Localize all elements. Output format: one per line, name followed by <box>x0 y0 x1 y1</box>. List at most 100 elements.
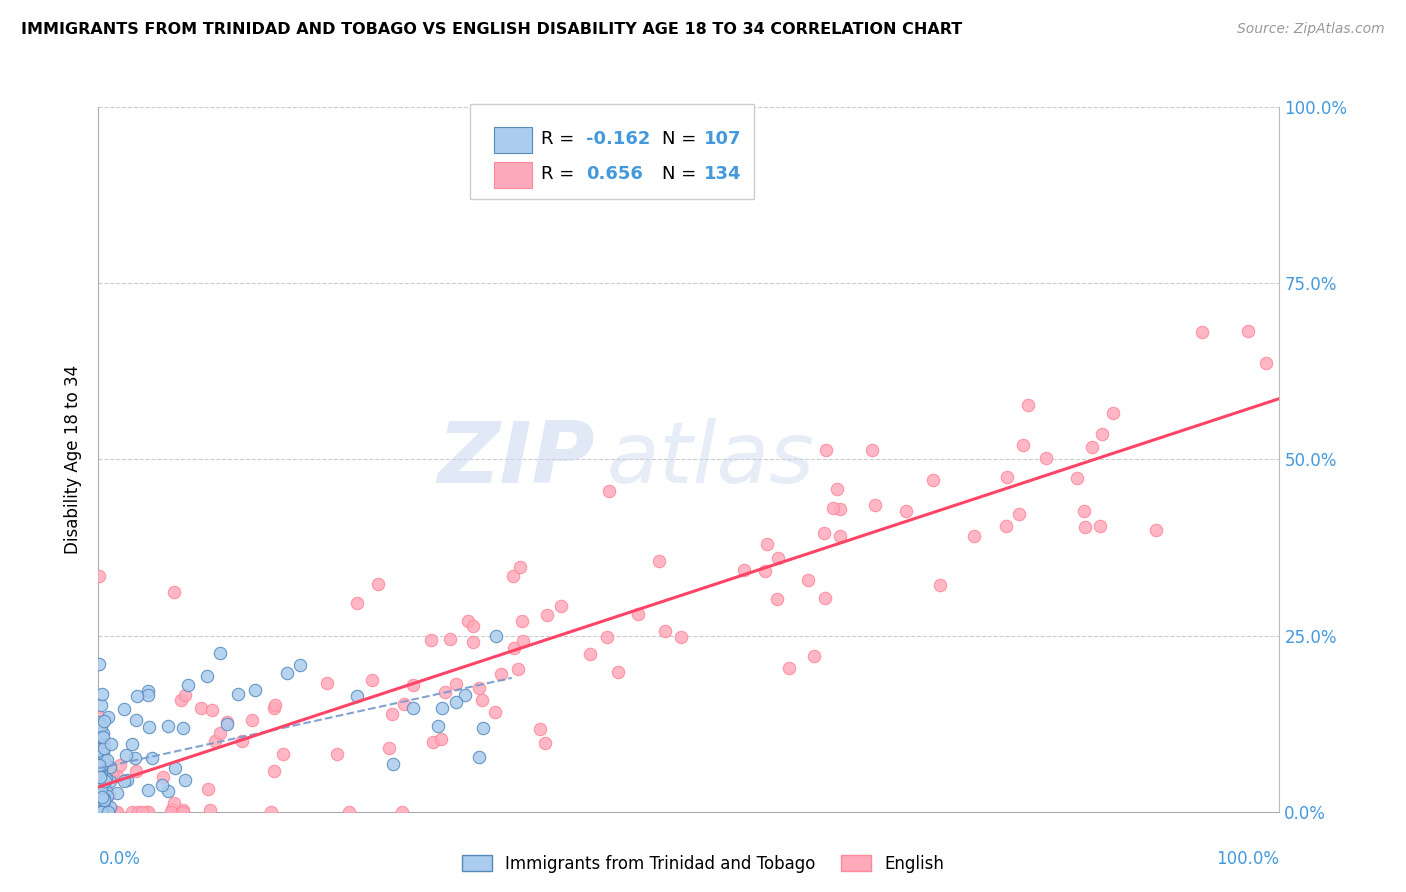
Point <box>90 804 112 818</box>
Point <box>115 747 138 762</box>
Point <box>105 769 128 783</box>
Point <box>1237 324 1260 338</box>
Point <box>112 702 135 716</box>
Point <box>138 805 160 819</box>
Point <box>94 756 117 771</box>
Point <box>471 693 494 707</box>
Point <box>503 640 526 655</box>
Point <box>91 730 114 744</box>
Point <box>766 550 789 565</box>
Point <box>1066 471 1088 485</box>
Point <box>115 773 138 788</box>
Point <box>231 733 253 747</box>
Point <box>468 749 491 764</box>
Point <box>533 735 555 749</box>
Point <box>93 772 115 787</box>
Point <box>100 737 122 751</box>
Point <box>217 715 239 730</box>
Point <box>91 736 114 750</box>
Text: atlas: atlas <box>606 417 814 501</box>
Point <box>509 559 531 574</box>
Text: R =: R = <box>541 165 581 183</box>
Point <box>105 805 128 819</box>
Point <box>121 805 143 819</box>
Point <box>156 783 179 797</box>
Point <box>209 646 232 660</box>
Point <box>93 793 115 807</box>
Point <box>93 792 115 806</box>
Point <box>830 501 852 516</box>
Point <box>461 619 484 633</box>
Text: 0.0%: 0.0% <box>98 850 141 869</box>
Point <box>121 737 143 751</box>
Point <box>392 698 415 712</box>
Point <box>263 764 285 778</box>
Point <box>391 805 413 819</box>
Point <box>860 443 883 458</box>
FancyBboxPatch shape <box>471 103 754 199</box>
Point <box>136 688 159 702</box>
Point <box>89 657 111 672</box>
Point <box>96 772 118 786</box>
Point <box>815 442 838 457</box>
Point <box>326 747 349 761</box>
Point <box>163 796 186 810</box>
Point <box>1101 406 1123 420</box>
Point <box>378 741 401 756</box>
Point <box>124 750 146 764</box>
Point <box>105 805 128 819</box>
Point <box>87 762 110 776</box>
Point <box>87 792 110 806</box>
Point <box>89 782 111 797</box>
Point <box>87 762 110 776</box>
Point <box>433 684 456 698</box>
Point <box>138 783 160 797</box>
Text: 107: 107 <box>704 129 742 148</box>
Point <box>138 720 160 734</box>
Point <box>796 574 818 588</box>
Point <box>93 792 115 806</box>
Point <box>105 786 128 800</box>
Point <box>90 766 112 780</box>
Point <box>550 599 572 613</box>
Point <box>90 805 112 819</box>
Point <box>596 630 619 644</box>
Point <box>1090 519 1112 533</box>
Text: IMMIGRANTS FROM TRINIDAD AND TOBAGO VS ENGLISH DISABILITY AGE 18 TO 34 CORRELATI: IMMIGRANTS FROM TRINIDAD AND TOBAGO VS E… <box>21 22 962 37</box>
Point <box>97 805 120 819</box>
Text: 134: 134 <box>704 165 742 183</box>
Point <box>91 788 114 802</box>
Point <box>766 591 789 606</box>
Point <box>91 725 114 739</box>
Point <box>89 783 111 797</box>
Point <box>315 676 337 690</box>
Point <box>195 669 218 683</box>
Point <box>89 750 111 764</box>
Point <box>87 742 110 756</box>
Point <box>89 782 111 797</box>
Point <box>177 678 200 692</box>
Point <box>94 758 117 772</box>
Point <box>381 706 404 721</box>
Point <box>91 794 114 808</box>
Point <box>536 607 558 622</box>
Point <box>491 667 513 681</box>
Point <box>512 633 534 648</box>
Point <box>90 714 112 729</box>
Point <box>813 526 835 541</box>
Point <box>502 568 524 582</box>
Point <box>778 661 800 675</box>
Point <box>598 484 620 499</box>
Point <box>89 764 111 779</box>
Point <box>814 591 837 605</box>
Point <box>93 714 115 728</box>
Point <box>1017 398 1039 412</box>
Point <box>127 805 149 819</box>
Point <box>381 757 404 772</box>
Point <box>98 799 121 814</box>
Point <box>89 756 111 771</box>
Point <box>163 585 186 599</box>
Point <box>172 803 194 817</box>
Point <box>87 797 110 811</box>
Point <box>197 781 219 796</box>
